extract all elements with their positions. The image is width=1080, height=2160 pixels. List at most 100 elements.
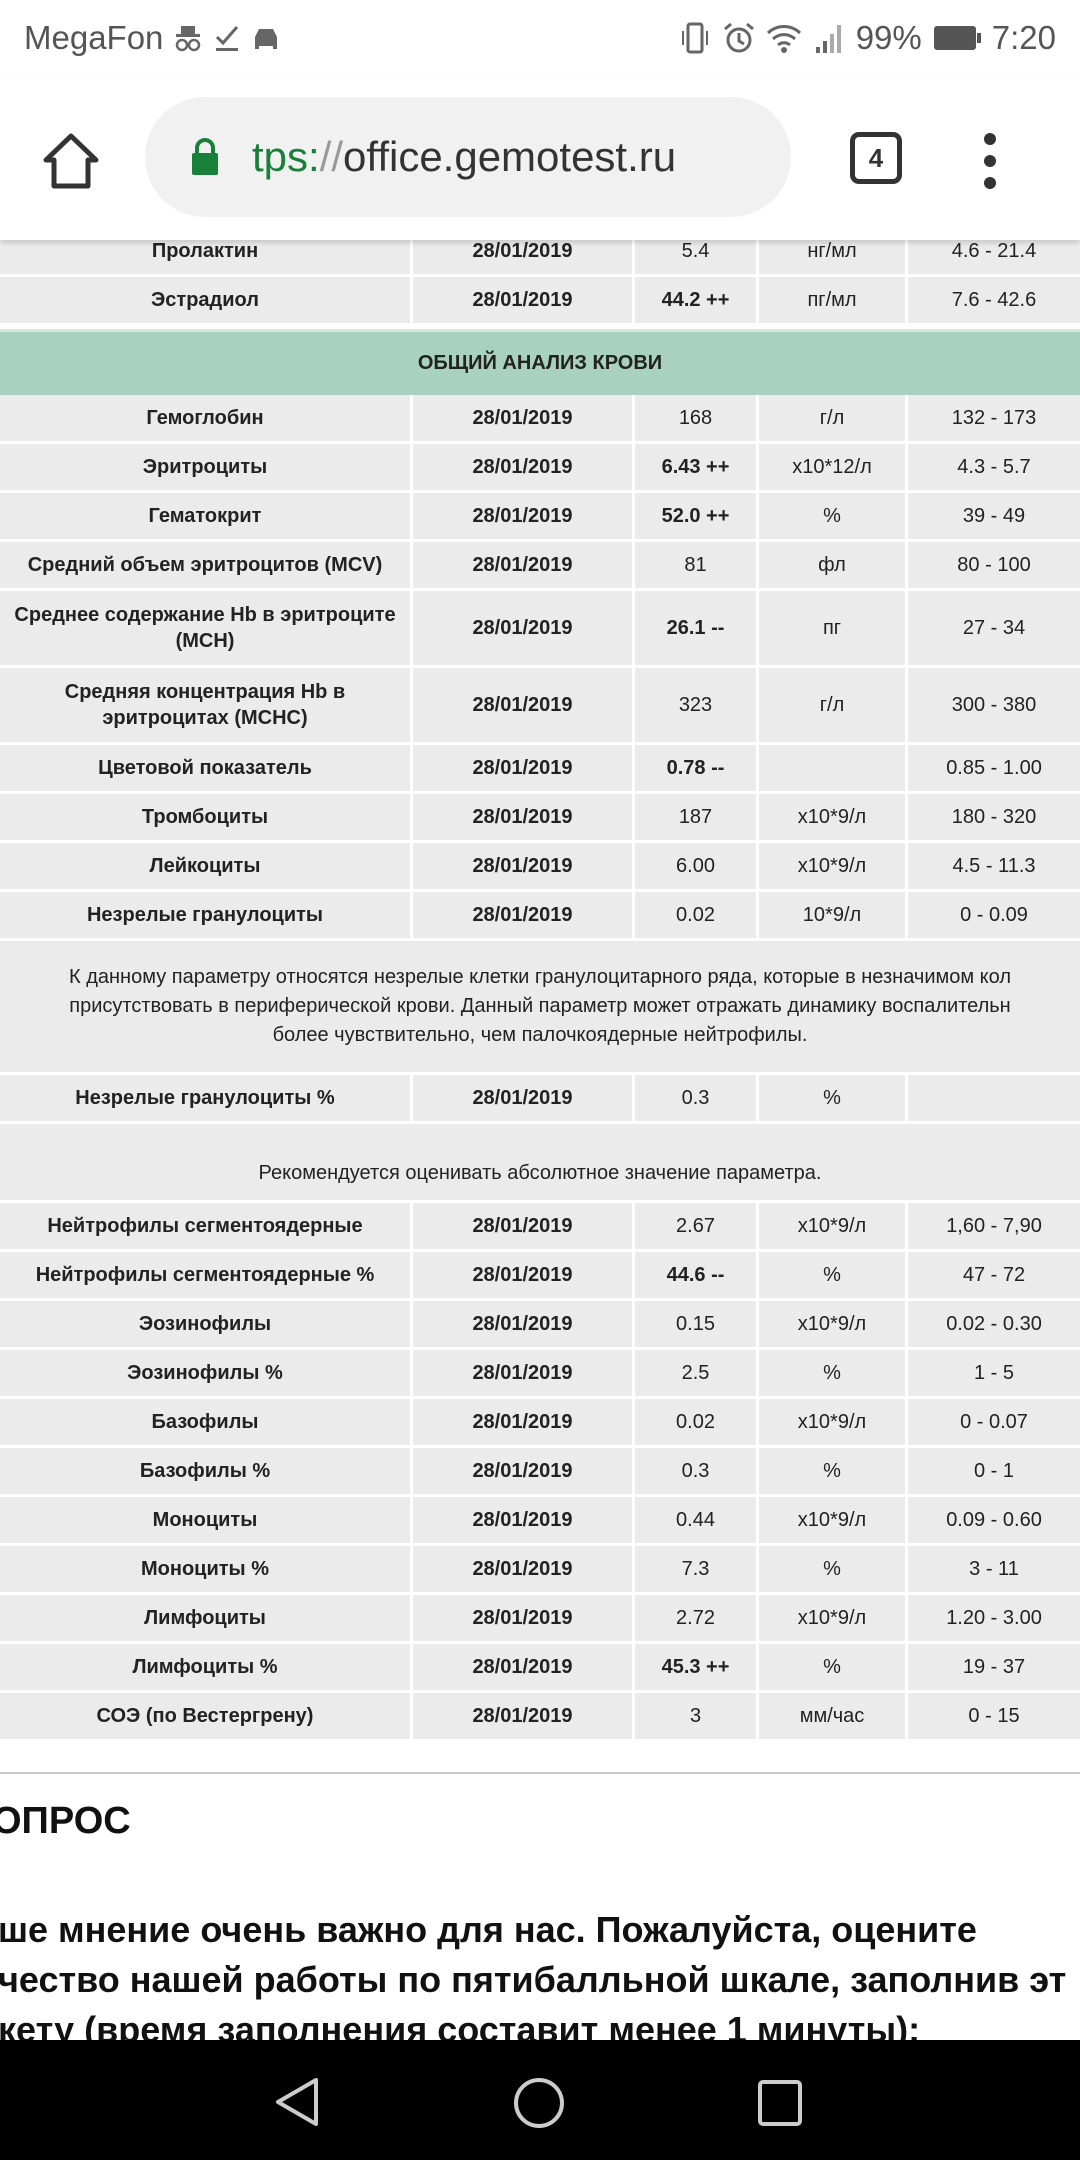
note-line: присутствовать в периферической крови. Д… bbox=[69, 995, 1011, 1017]
test-date: 28/01/2019 bbox=[413, 843, 635, 889]
recents-icon[interactable] bbox=[756, 2078, 804, 2128]
table-row: Эозинофилы % 28/01/2019 2.5% 1 - 5 bbox=[0, 1350, 1080, 1399]
reference-range: 180 - 320 bbox=[908, 794, 1080, 840]
car-icon bbox=[255, 28, 278, 49]
alarm-icon bbox=[723, 22, 754, 52]
test-unit: 10*9/л bbox=[759, 892, 908, 938]
survey-line: ше мнение очень важно для нас. Пожалуйст… bbox=[0, 1909, 977, 1950]
test-date: 28/01/2019 bbox=[413, 277, 635, 323]
table-row: Моноциты 28/01/2019 0.44 x10*9/л 0.09 - 0.60 bbox=[0, 1497, 1080, 1546]
tab-count: 4 bbox=[868, 142, 884, 173]
test-unit: фл bbox=[759, 542, 908, 588]
more-menu-icon[interactable] bbox=[984, 133, 996, 199]
table-row: Базофилы 28/01/2019 0.02 x10*9/л 0 - 0.07 bbox=[0, 1399, 1080, 1448]
test-value: 168 bbox=[635, 395, 759, 441]
test-value: 2.5 bbox=[635, 1350, 759, 1396]
test-date: 28/01/2019 bbox=[413, 745, 635, 791]
test-name: Эозинофилы bbox=[0, 1301, 413, 1347]
test-unit: x10*9/л bbox=[759, 1301, 908, 1347]
test-value: 52.0 ++ bbox=[635, 493, 759, 539]
parameter-note: Рекомендуется оценивать абсолютное значе… bbox=[0, 1124, 1080, 1203]
reference-range: 300 - 380 bbox=[908, 668, 1080, 742]
test-value: 44.2 ++ bbox=[635, 277, 759, 323]
test-name: Среднее содержание Hb в эритроците (MCH) bbox=[0, 591, 413, 665]
test-name: Лейкоциты bbox=[0, 843, 413, 889]
reference-range: 47 - 72 bbox=[908, 1252, 1080, 1298]
wifi-icon bbox=[766, 24, 801, 53]
divider bbox=[0, 1772, 1080, 1774]
note-line: более чувствительно, чем палочкоядерные … bbox=[272, 1024, 808, 1046]
test-date: 28/01/2019 bbox=[413, 1693, 635, 1739]
reference-range: 4.3 - 5.7 bbox=[908, 444, 1080, 490]
table-row: Лимфоциты % 28/01/2019 45.3 ++% 19 - 37 bbox=[0, 1644, 1080, 1693]
url-scheme: tps: bbox=[252, 133, 320, 180]
test-name: Базофилы % bbox=[0, 1448, 413, 1494]
reference-range: 0.85 - 1.00 bbox=[908, 745, 1080, 791]
reference-range: 0 - 0.09 bbox=[908, 892, 1080, 938]
table-row: Цветовой показатель 28/01/2019 0.78 -- 0.85… bbox=[0, 745, 1080, 794]
vibrate-icon bbox=[681, 22, 708, 53]
test-name: Эстрадиол bbox=[0, 277, 413, 323]
reference-range: 80 - 100 bbox=[908, 542, 1080, 588]
table-row: Нейтрофилы сегментоядерные % 28/01/2019 44… bbox=[0, 1252, 1080, 1301]
test-value: 3 bbox=[635, 1693, 759, 1739]
test-unit: мм/час bbox=[759, 1693, 908, 1739]
parameter-note: К данному параметру относятся незрелые к… bbox=[0, 941, 1080, 1075]
reference-range: 0 - 1 bbox=[908, 1448, 1080, 1494]
test-value: 45.3 ++ bbox=[635, 1644, 759, 1690]
test-unit: г/л bbox=[759, 395, 908, 441]
signal-icon bbox=[815, 24, 841, 53]
table-row: Эозинофилы 28/01/2019 0.15 x10*9/л 0.02 - 0.… bbox=[0, 1301, 1080, 1350]
test-value: 2.67 bbox=[635, 1203, 759, 1249]
test-unit: % bbox=[759, 493, 908, 539]
download-done-icon bbox=[216, 25, 239, 51]
test-name: Базофилы bbox=[0, 1399, 413, 1445]
reference-range: 27 - 34 bbox=[908, 591, 1080, 665]
table-row: Моноциты % 28/01/2019 7.3% 3 - 11 bbox=[0, 1546, 1080, 1595]
test-value: 187 bbox=[635, 794, 759, 840]
reference-range: 0 - 0.07 bbox=[908, 1399, 1080, 1445]
home-icon[interactable] bbox=[40, 130, 102, 192]
test-unit: x10*9/л bbox=[759, 1595, 908, 1641]
reference-range: 4.5 - 11.3 bbox=[908, 843, 1080, 889]
section-header: ОБЩИЙ АНАЛИЗ КРОВИ bbox=[0, 329, 1080, 395]
test-name: Незрелые гранулоциты % bbox=[0, 1075, 413, 1121]
test-date: 28/01/2019 bbox=[413, 444, 635, 490]
carrier-name: MegaFon bbox=[24, 18, 164, 56]
test-unit: г/л bbox=[759, 668, 908, 742]
test-name: Незрелые гранулоциты bbox=[0, 892, 413, 938]
table-row: Нейтрофилы сегментоядерные 28/01/2019 2.67… bbox=[0, 1203, 1080, 1252]
test-name: Эритроциты bbox=[0, 444, 413, 490]
test-value: 44.6 -- bbox=[635, 1252, 759, 1298]
test-value: 0.02 bbox=[635, 892, 759, 938]
home-nav-icon[interactable] bbox=[512, 2076, 566, 2130]
test-name: СОЭ (по Вестергрену) bbox=[0, 1693, 413, 1739]
test-unit: x10*9/л bbox=[759, 1399, 908, 1445]
test-name: Гематокрит bbox=[0, 493, 413, 539]
table-row: Средняя концентрация Hb в эритроцитах (M… bbox=[0, 668, 1080, 745]
test-unit: x10*9/л bbox=[759, 1497, 908, 1543]
test-name: Средний объем эритроцитов (MCV) bbox=[0, 542, 413, 588]
incognito-icon bbox=[176, 25, 201, 51]
reference-range: 3 - 11 bbox=[908, 1546, 1080, 1592]
test-date: 28/01/2019 bbox=[413, 1644, 635, 1690]
back-icon[interactable] bbox=[272, 2076, 322, 2128]
reference-range: 19 - 37 bbox=[908, 1644, 1080, 1690]
table-row: Эритроциты 28/01/2019 6.43 ++ x10*12/л 4.3 -… bbox=[0, 444, 1080, 493]
test-value: 7.3 bbox=[635, 1546, 759, 1592]
url-separator: // bbox=[319, 133, 344, 180]
test-value: 323 bbox=[635, 668, 759, 742]
url-bar[interactable]: tps://office.gemotest.ru bbox=[145, 97, 791, 217]
table-row: СОЭ (по Вестергрену) 28/01/2019 3 мм/час 0 -… bbox=[0, 1693, 1080, 1742]
test-unit: x10*9/л bbox=[759, 1203, 908, 1249]
test-date: 28/01/2019 bbox=[413, 395, 635, 441]
test-unit: пг bbox=[759, 591, 908, 665]
test-date: 28/01/2019 bbox=[413, 892, 635, 938]
tab-switcher-button[interactable]: 4 bbox=[850, 132, 902, 184]
browser-toolbar: tps://office.gemotest.ru 4 bbox=[0, 75, 1080, 240]
table-row: Незрелые гранулоциты 28/01/2019 0.02 10*9/л… bbox=[0, 892, 1080, 941]
test-name: Эозинофилы % bbox=[0, 1350, 413, 1396]
navigation-bar bbox=[0, 2040, 1080, 2160]
test-date: 28/01/2019 bbox=[413, 591, 635, 665]
test-unit: пг/мл bbox=[759, 277, 908, 323]
